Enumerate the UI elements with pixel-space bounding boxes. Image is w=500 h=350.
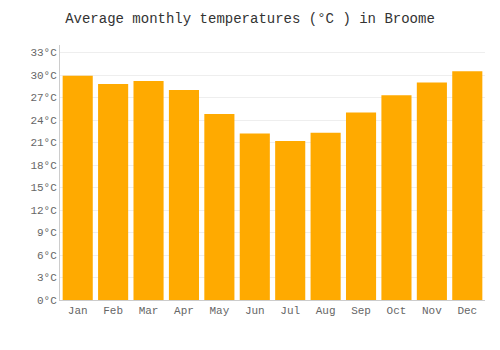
svg-text:6°C: 6°C [37, 250, 57, 262]
svg-text:12°C: 12°C [30, 205, 57, 217]
svg-text:Average monthly temperatures (: Average monthly temperatures (°C ) in Br… [65, 11, 435, 27]
svg-text:Jan: Jan [68, 305, 88, 317]
svg-text:18°C: 18°C [30, 160, 57, 172]
svg-text:3°C: 3°C [37, 272, 57, 284]
svg-text:Oct: Oct [387, 305, 407, 317]
svg-text:9°C: 9°C [37, 227, 57, 239]
svg-text:Aug: Aug [316, 305, 336, 317]
svg-text:Jun: Jun [245, 305, 265, 317]
svg-text:15°C: 15°C [30, 182, 57, 194]
svg-text:33°C: 33°C [30, 47, 57, 59]
svg-text:21°C: 21°C [30, 137, 57, 149]
svg-text:May: May [209, 305, 229, 317]
svg-text:27°C: 27°C [30, 92, 57, 104]
svg-text:Nov: Nov [422, 305, 442, 317]
svg-text:Feb: Feb [103, 305, 123, 317]
svg-text:Mar: Mar [139, 305, 159, 317]
svg-text:Dec: Dec [457, 305, 477, 317]
svg-text:0°C: 0°C [37, 295, 57, 307]
svg-text:24°C: 24°C [30, 115, 57, 127]
svg-text:30°C: 30°C [30, 70, 57, 82]
svg-text:Jul: Jul [280, 305, 300, 317]
svg-text:Apr: Apr [174, 305, 194, 317]
svg-text:Sep: Sep [351, 305, 371, 317]
